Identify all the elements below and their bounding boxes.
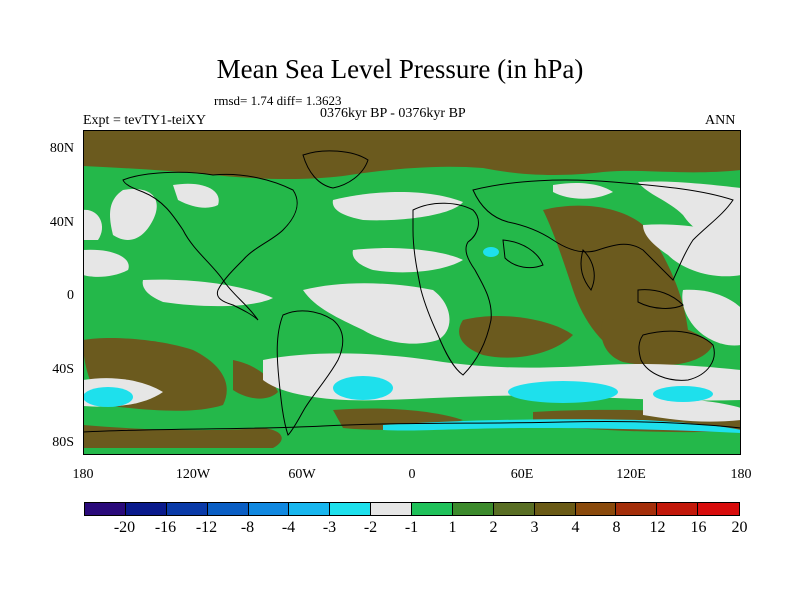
colorbar-tick-label: -20: [113, 519, 136, 536]
colorbar-swatch: [412, 503, 453, 515]
lon-label-180w: 180: [72, 467, 94, 482]
colorbar-tick-label: -4: [281, 519, 296, 536]
lat-label-0: 0: [67, 288, 74, 303]
colorbar-tick-label: 2: [489, 519, 498, 536]
lat-label-80n: 80N: [49, 141, 74, 156]
coastlines: [83, 150, 741, 436]
lon-label-180e: 180: [730, 467, 752, 482]
lat-label-80s: 80S: [52, 435, 74, 450]
map-plot-area: [83, 130, 741, 455]
colorbar-tick-label: -16: [154, 519, 177, 536]
light-gray-regions: [83, 181, 741, 422]
lon-label-0: 0: [408, 467, 416, 482]
colorbar: [84, 502, 740, 516]
colorbar-tick-label: -3: [322, 519, 337, 536]
colorbar-tick-label: 1: [448, 519, 457, 536]
lat-label-40s: 40S: [52, 362, 74, 377]
colorbar-tick-label: 4: [571, 519, 580, 536]
colorbar-tick-label: 20: [731, 519, 748, 536]
colorbar-tick-label: 16: [690, 519, 707, 536]
chart-title: Mean Sea Level Pressure (in hPa): [216, 54, 584, 84]
stats-label: rmsd= 1.74 diff= 1.3623: [214, 93, 342, 108]
colorbar-swatch: [657, 503, 699, 515]
colorbar-tick-label: 3: [530, 519, 539, 536]
colorbar-swatch: [330, 503, 372, 515]
map-field: [83, 130, 741, 448]
colorbar-swatch: [493, 503, 535, 515]
lon-label-120w: 120W: [175, 467, 211, 482]
period-label: 0376kyr BP - 0376kyr BP: [320, 106, 466, 121]
colorbar-tick-label: -8: [240, 519, 255, 536]
colorbar-swatch: [248, 503, 290, 515]
colorbar-swatch: [534, 503, 576, 515]
colorbar-tick-label: 8: [612, 519, 621, 536]
colorbar-tick-label: 12: [649, 519, 666, 536]
colorbar-swatch: [166, 503, 208, 515]
colorbar-swatch: [452, 503, 494, 515]
colorbar-tick-label: -2: [363, 519, 378, 536]
colorbar-swatch: [207, 503, 249, 515]
colorbar-tick-label: -1: [404, 519, 419, 536]
colorbar-tick-label: -12: [195, 519, 218, 536]
colorbar-swatch: [125, 503, 167, 515]
colorbar-swatch: [698, 503, 739, 515]
colorbar-swatch: [85, 503, 126, 515]
lon-label-60e: 60E: [510, 467, 534, 482]
colorbar-swatch: [371, 503, 412, 515]
lat-label-40n: 40N: [49, 215, 74, 230]
colorbar-swatch: [289, 503, 331, 515]
colorbar-swatch: [575, 503, 617, 515]
colorbar-swatch: [616, 503, 658, 515]
lon-label-60w: 60W: [288, 467, 316, 482]
experiment-label: Expt = tevTY1-teiXY: [83, 113, 206, 128]
lon-label-120e: 120E: [616, 467, 646, 482]
season-label: ANN: [705, 113, 736, 128]
